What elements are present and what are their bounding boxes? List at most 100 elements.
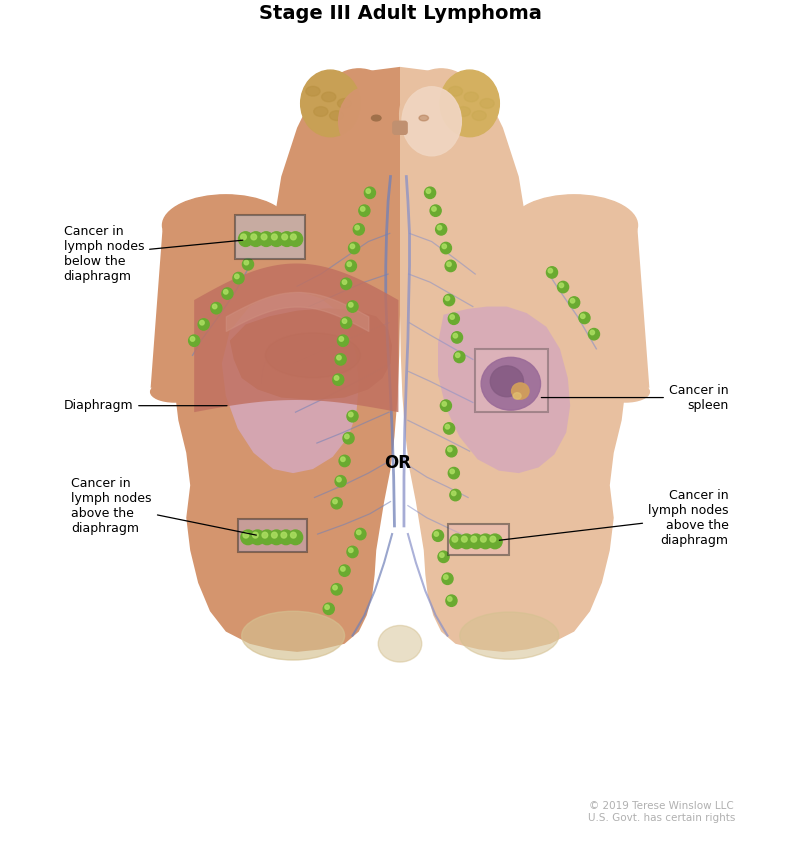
Circle shape [488,534,502,549]
Circle shape [243,532,249,538]
Polygon shape [158,67,400,652]
Circle shape [349,302,353,307]
Circle shape [579,313,590,324]
Circle shape [347,411,358,422]
Circle shape [342,318,346,324]
Circle shape [337,477,341,482]
Circle shape [443,295,454,306]
Circle shape [590,330,594,335]
Circle shape [349,412,353,417]
Circle shape [325,605,330,609]
Polygon shape [598,230,650,388]
Circle shape [450,315,454,319]
Bar [238,519,307,552]
Circle shape [339,337,343,341]
Circle shape [341,278,352,290]
Circle shape [447,447,452,451]
Circle shape [280,232,294,246]
Ellipse shape [306,86,320,96]
Circle shape [446,424,450,429]
Polygon shape [230,308,392,400]
Circle shape [446,262,451,267]
Circle shape [288,232,302,246]
Ellipse shape [150,382,198,402]
Ellipse shape [330,111,344,120]
Circle shape [548,268,553,273]
Circle shape [262,532,268,538]
Circle shape [453,334,458,338]
Circle shape [341,317,352,329]
Circle shape [446,446,457,457]
Circle shape [455,353,460,357]
Circle shape [339,565,350,576]
Ellipse shape [318,69,400,163]
Circle shape [442,244,446,249]
Circle shape [338,335,349,346]
Circle shape [445,260,456,272]
Circle shape [366,189,370,193]
Circle shape [337,356,341,360]
Ellipse shape [602,382,650,402]
Circle shape [570,298,574,303]
Circle shape [190,337,194,341]
Ellipse shape [440,70,499,136]
Circle shape [440,553,444,557]
Circle shape [361,207,365,211]
Text: Diaphragm: Diaphragm [63,399,227,412]
Ellipse shape [400,69,482,163]
Circle shape [446,296,450,301]
Circle shape [446,595,457,606]
Circle shape [198,318,210,330]
Polygon shape [150,230,202,388]
FancyBboxPatch shape [393,121,407,135]
Circle shape [343,433,354,444]
Circle shape [244,260,249,265]
Circle shape [481,536,486,542]
Circle shape [354,224,364,235]
Circle shape [451,491,456,495]
Circle shape [350,244,354,249]
Circle shape [241,530,255,545]
Ellipse shape [338,98,352,108]
Ellipse shape [490,366,523,396]
Circle shape [189,335,200,346]
Circle shape [459,534,474,549]
Circle shape [333,374,344,385]
Ellipse shape [464,92,478,102]
Circle shape [288,530,302,545]
Circle shape [347,262,351,267]
Circle shape [569,296,580,308]
Circle shape [333,499,338,504]
Circle shape [282,234,287,240]
Ellipse shape [301,70,360,136]
Circle shape [442,401,446,407]
Ellipse shape [242,612,345,660]
Ellipse shape [472,111,486,120]
Circle shape [238,232,253,246]
Text: © 2019 Terese Winslow LLC
U.S. Govt. has certain rights: © 2019 Terese Winslow LLC U.S. Govt. has… [587,801,735,822]
Circle shape [430,205,441,216]
Polygon shape [222,292,359,473]
Circle shape [210,302,222,314]
Bar [475,349,548,412]
Polygon shape [400,132,438,193]
Polygon shape [400,67,642,652]
Text: OR: OR [384,453,411,472]
Circle shape [443,423,454,435]
Circle shape [249,232,263,246]
Circle shape [200,320,204,325]
Ellipse shape [378,625,422,662]
Ellipse shape [314,107,328,116]
Bar [235,215,305,259]
Circle shape [281,532,286,538]
Circle shape [342,280,346,285]
Ellipse shape [322,92,336,102]
Circle shape [223,290,228,294]
Ellipse shape [456,107,470,116]
Ellipse shape [511,195,638,256]
Circle shape [490,536,496,542]
Circle shape [260,530,274,545]
Ellipse shape [481,357,541,410]
Circle shape [271,234,278,240]
Circle shape [450,490,461,501]
